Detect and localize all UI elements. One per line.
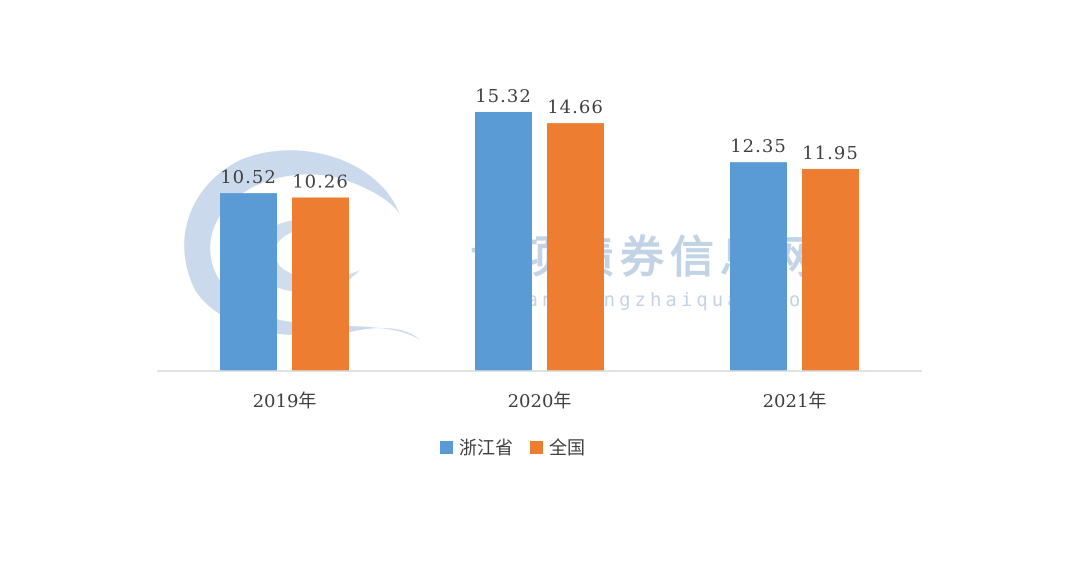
data-label: 14.66 [547, 97, 604, 118]
legend-item: 全国 [530, 438, 585, 459]
data-label: 15.32 [475, 86, 532, 107]
bar-全国-2019年 [292, 197, 349, 371]
bars-layer [220, 111, 859, 371]
bar-全国-2021年 [802, 168, 859, 371]
bar-全国-2020年 [547, 123, 604, 371]
x-tick-label: 2020年 [508, 391, 572, 412]
watermark-logo [184, 150, 420, 340]
data-label: 12.35 [730, 136, 787, 157]
data-labels-layer: 10.52 10.26 15.32 14.66 12.35 11.95 [220, 86, 859, 193]
legend-label: 全国 [549, 438, 585, 459]
bar-浙江省-2019年 [220, 193, 277, 371]
x-tick-labels: 2019年 2020年 2021年 [253, 391, 827, 412]
legend-swatch [440, 441, 453, 454]
legend-label: 浙江省 [459, 438, 513, 459]
bar-浙江省-2021年 [730, 162, 787, 371]
legend-swatch [530, 441, 543, 454]
watermark-brush-inner [252, 219, 360, 293]
x-tick-label: 2021年 [763, 391, 827, 412]
data-label: 10.26 [292, 172, 349, 193]
legend: 浙江省 全国 [440, 438, 585, 459]
legend-item: 浙江省 [440, 438, 513, 459]
data-label: 11.95 [802, 143, 859, 164]
x-tick-label: 2019年 [253, 391, 317, 412]
data-label: 10.52 [220, 167, 277, 188]
bar-浙江省-2020年 [475, 111, 532, 371]
